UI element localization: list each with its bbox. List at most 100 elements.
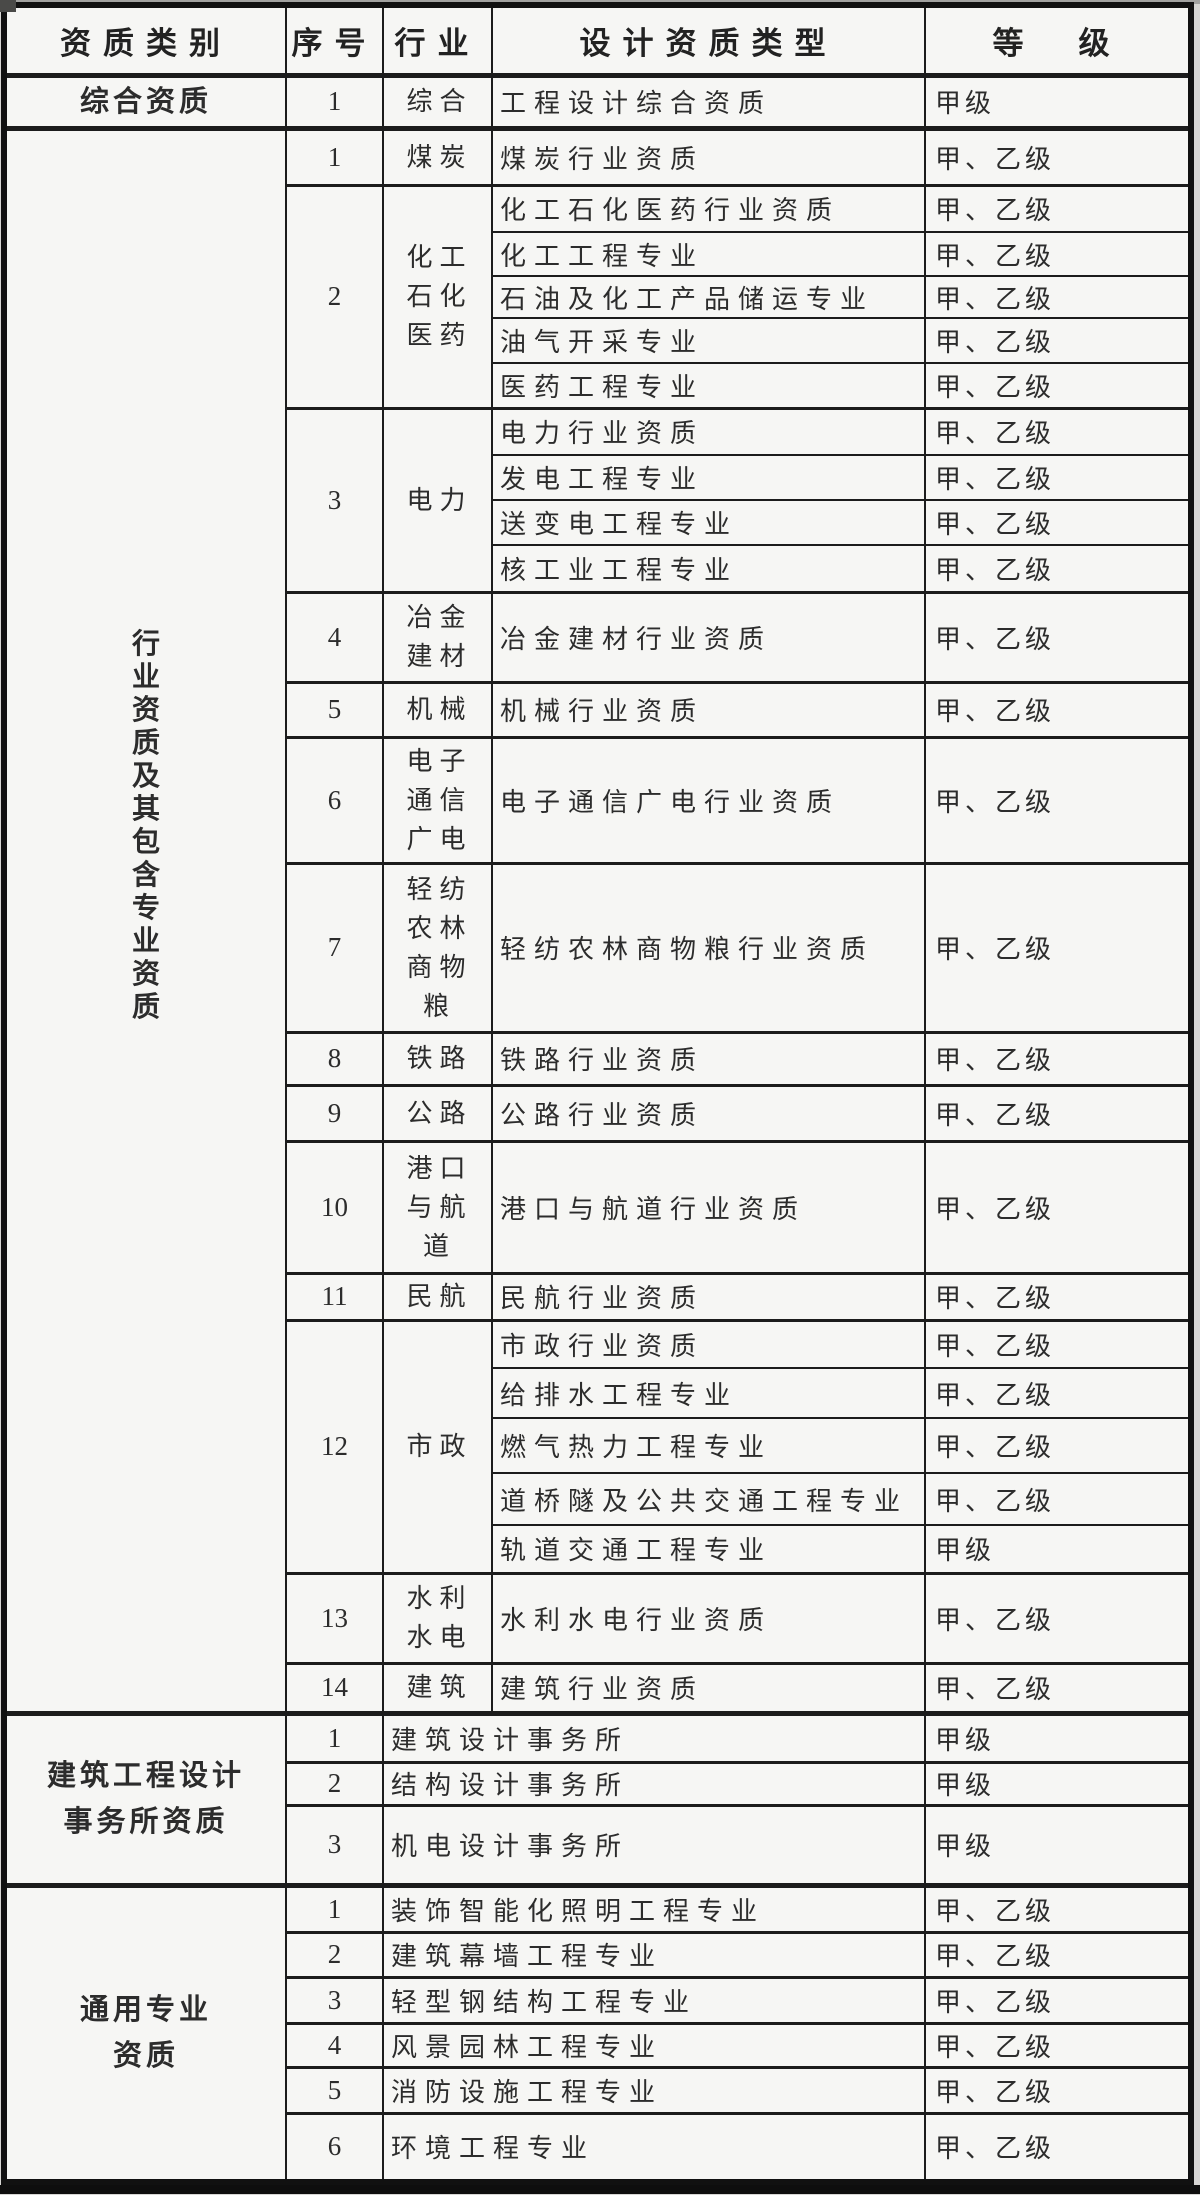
serial-number-cell: 2 [285, 1760, 384, 1806]
grade-cell: 甲、乙级 [924, 1083, 1192, 1142]
table-row: 医药工程专业 甲、乙级 [4, 362, 1192, 409]
grade-cell: 甲、乙级 [924, 590, 1192, 683]
category-cell: 通用专业 资质 [3, 1882, 287, 2183]
industry-cell: 民航 [382, 1271, 493, 1321]
grade-cell: 甲、乙级 [924, 544, 1192, 593]
industry-cell: 冶金 建材 [382, 590, 493, 683]
serial-number-cell: 3 [285, 1803, 384, 1886]
qualification-type-cell: 送变电工程专业 [491, 499, 926, 546]
table-row: 13 水利 水电 水利水电行业资质 甲、乙级 [4, 1571, 1192, 1664]
header-cell-industry: 行业 [382, 4, 493, 77]
qualification-type-cell: 机械行业资质 [491, 680, 926, 738]
qualification-type-cell: 燃气热力工程专业 [491, 1417, 926, 1474]
serial-number-cell: 1 [285, 72, 384, 129]
scan-edge-artifact [0, 0, 16, 12]
qualification-type-cell: 冶金建材行业资质 [491, 590, 926, 683]
qualification-type-cell: 建筑行业资质 [491, 1661, 926, 1714]
table-row: 3 轻型钢结构工程专业 甲、乙级 [4, 1975, 1192, 2024]
grade-cell: 甲、乙级 [924, 362, 1192, 409]
table-row: 建筑工程设计 事务所资质 1 建筑设计事务所 甲级 [3, 1710, 1192, 1886]
table-row: 送变电工程专业 甲、乙级 [4, 499, 1192, 546]
qualification-type-cell: 港口与航道行业资质 [491, 1139, 926, 1274]
grade-cell: 甲、乙级 [924, 183, 1192, 233]
serial-number-cell: 4 [285, 2021, 384, 2068]
table-row: 2 化工 石化 医药 化工石化医药行业资质 甲、乙级 [4, 183, 1192, 409]
table-row: 5 消防设施工程专业 甲、乙级 [4, 2065, 1192, 2114]
table-row: 4 风景园林工程专业 甲、乙级 [4, 2021, 1192, 2068]
table-row: 核工业工程专业 甲、乙级 [4, 544, 1192, 593]
qualification-type-cell: 装饰智能化照明工程专业 [382, 1882, 926, 1933]
grade-cell: 甲、乙级 [924, 1930, 1192, 1978]
qualification-type-cell: 石油及化工产品储运专业 [491, 275, 926, 319]
grade-cell: 甲、乙级 [924, 1472, 1192, 1526]
table-row: 3 电力 电力行业资质 甲、乙级 [4, 406, 1192, 593]
serial-number-cell: 2 [285, 183, 384, 409]
grade-cell: 甲级 [924, 1760, 1192, 1806]
table-row: 10 港口 与航 道港口与航道行业资质 甲、乙级 [4, 1139, 1192, 1274]
table-bottom-rule [0, 2185, 1200, 2194]
table-row: 燃气热力工程专业 甲、乙级 [4, 1417, 1192, 1474]
serial-number-cell: 14 [285, 1661, 384, 1714]
serial-number-cell: 5 [285, 2065, 384, 2114]
serial-number-cell: 5 [285, 680, 384, 738]
industry-cell: 建筑 [382, 1661, 493, 1714]
serial-number-cell: 3 [285, 1975, 384, 2024]
qualification-type-cell: 公路行业资质 [491, 1083, 926, 1142]
table-row: 7 轻纺 农林 商物 粮轻纺农林商物粮行业资质 甲、乙级 [4, 861, 1192, 1033]
table-row: 油气开采专业 甲、乙级 [4, 317, 1192, 364]
grade-cell: 甲级 [924, 72, 1192, 129]
table-row: 石油及化工产品储运专业 甲、乙级 [4, 275, 1192, 319]
table-row: 2 结构设计事务所 甲级 [4, 1760, 1192, 1806]
serial-number-cell: 3 [285, 406, 384, 593]
header-cell-category: 资质类别 [3, 4, 287, 77]
industry-cell: 轻纺 农林 商物 粮 [382, 861, 493, 1033]
grade-cell: 甲、乙级 [924, 1882, 1192, 1933]
table-row: 3 机电设计事务所 甲级 [4, 1803, 1192, 1886]
grade-cell: 甲、乙级 [924, 1571, 1192, 1664]
serial-number-cell: 1 [285, 1882, 384, 1933]
grade-cell: 甲、乙级 [924, 317, 1192, 364]
grade-cell: 甲、乙级 [924, 1139, 1192, 1274]
grade-cell: 甲、乙级 [924, 1030, 1192, 1086]
table-row: 2 建筑幕墙工程专业 甲、乙级 [4, 1930, 1192, 1978]
table-row: 发电工程专业 甲、乙级 [4, 454, 1192, 501]
grade-cell: 甲、乙级 [924, 1975, 1192, 2024]
industry-cell: 机械 [382, 680, 493, 738]
industry-cell: 公路 [382, 1083, 493, 1142]
serial-number-cell: 13 [285, 1571, 384, 1664]
qualification-type-cell: 给排水工程专业 [491, 1367, 926, 1419]
serial-number-cell: 1 [285, 125, 384, 186]
qualification-type-cell: 道桥隧及公共交通工程专业 [491, 1472, 926, 1526]
grade-cell: 甲、乙级 [924, 1417, 1192, 1474]
table-row: 14 建筑 建筑行业资质 甲、乙级 [4, 1661, 1192, 1714]
qualification-type-cell: 民航行业资质 [491, 1271, 926, 1321]
grade-cell: 甲、乙级 [924, 454, 1192, 501]
qualification-type-cell: 建筑设计事务所 [382, 1710, 926, 1763]
table-row: 给排水工程专业 甲、乙级 [4, 1367, 1192, 1419]
serial-number-cell: 12 [285, 1318, 384, 1574]
qualification-type-cell: 核工业工程专业 [491, 544, 926, 593]
industry-cell: 电力 [382, 406, 493, 593]
grade-cell: 甲、乙级 [924, 680, 1192, 738]
table-row: 通用专业 资质 1 装饰智能化照明工程专业 甲、乙级 [3, 1882, 1192, 2183]
qualification-type-cell: 工程设计综合资质 [491, 72, 926, 129]
industry-cell: 综合 [382, 72, 493, 129]
table-row: 12 市政 市政行业资质 甲、乙级 [4, 1318, 1192, 1574]
category-cell: 行 业 资 质 及 其 包 含 专 业 资 质 [3, 125, 287, 1714]
serial-number-cell: 2 [285, 1930, 384, 1978]
table-body: 综合资质 1 综合 工程设计综合资质 甲级行 业 资 质 及 其 包 含 专 业 资 质… [3, 72, 1192, 2183]
grade-cell: 甲、乙级 [924, 1661, 1192, 1714]
grade-cell: 甲、乙级 [924, 231, 1192, 277]
table-row: 8 铁路 铁路行业资质 甲、乙级 [4, 1030, 1192, 1086]
serial-number-cell: 8 [285, 1030, 384, 1086]
table-row: 5 机械 机械行业资质 甲、乙级 [4, 680, 1192, 738]
qualification-type-cell: 轻纺农林商物粮行业资质 [491, 861, 926, 1033]
serial-number-cell: 10 [285, 1139, 384, 1274]
industry-cell: 水利 水电 [382, 1571, 493, 1664]
category-cell: 建筑工程设计 事务所资质 [3, 1710, 287, 1886]
qualification-type-cell: 风景园林工程专业 [382, 2021, 926, 2068]
qualification-type-cell: 结构设计事务所 [382, 1760, 926, 1806]
grade-cell: 甲级 [924, 1524, 1192, 1574]
qualification-type-cell: 医药工程专业 [491, 362, 926, 409]
